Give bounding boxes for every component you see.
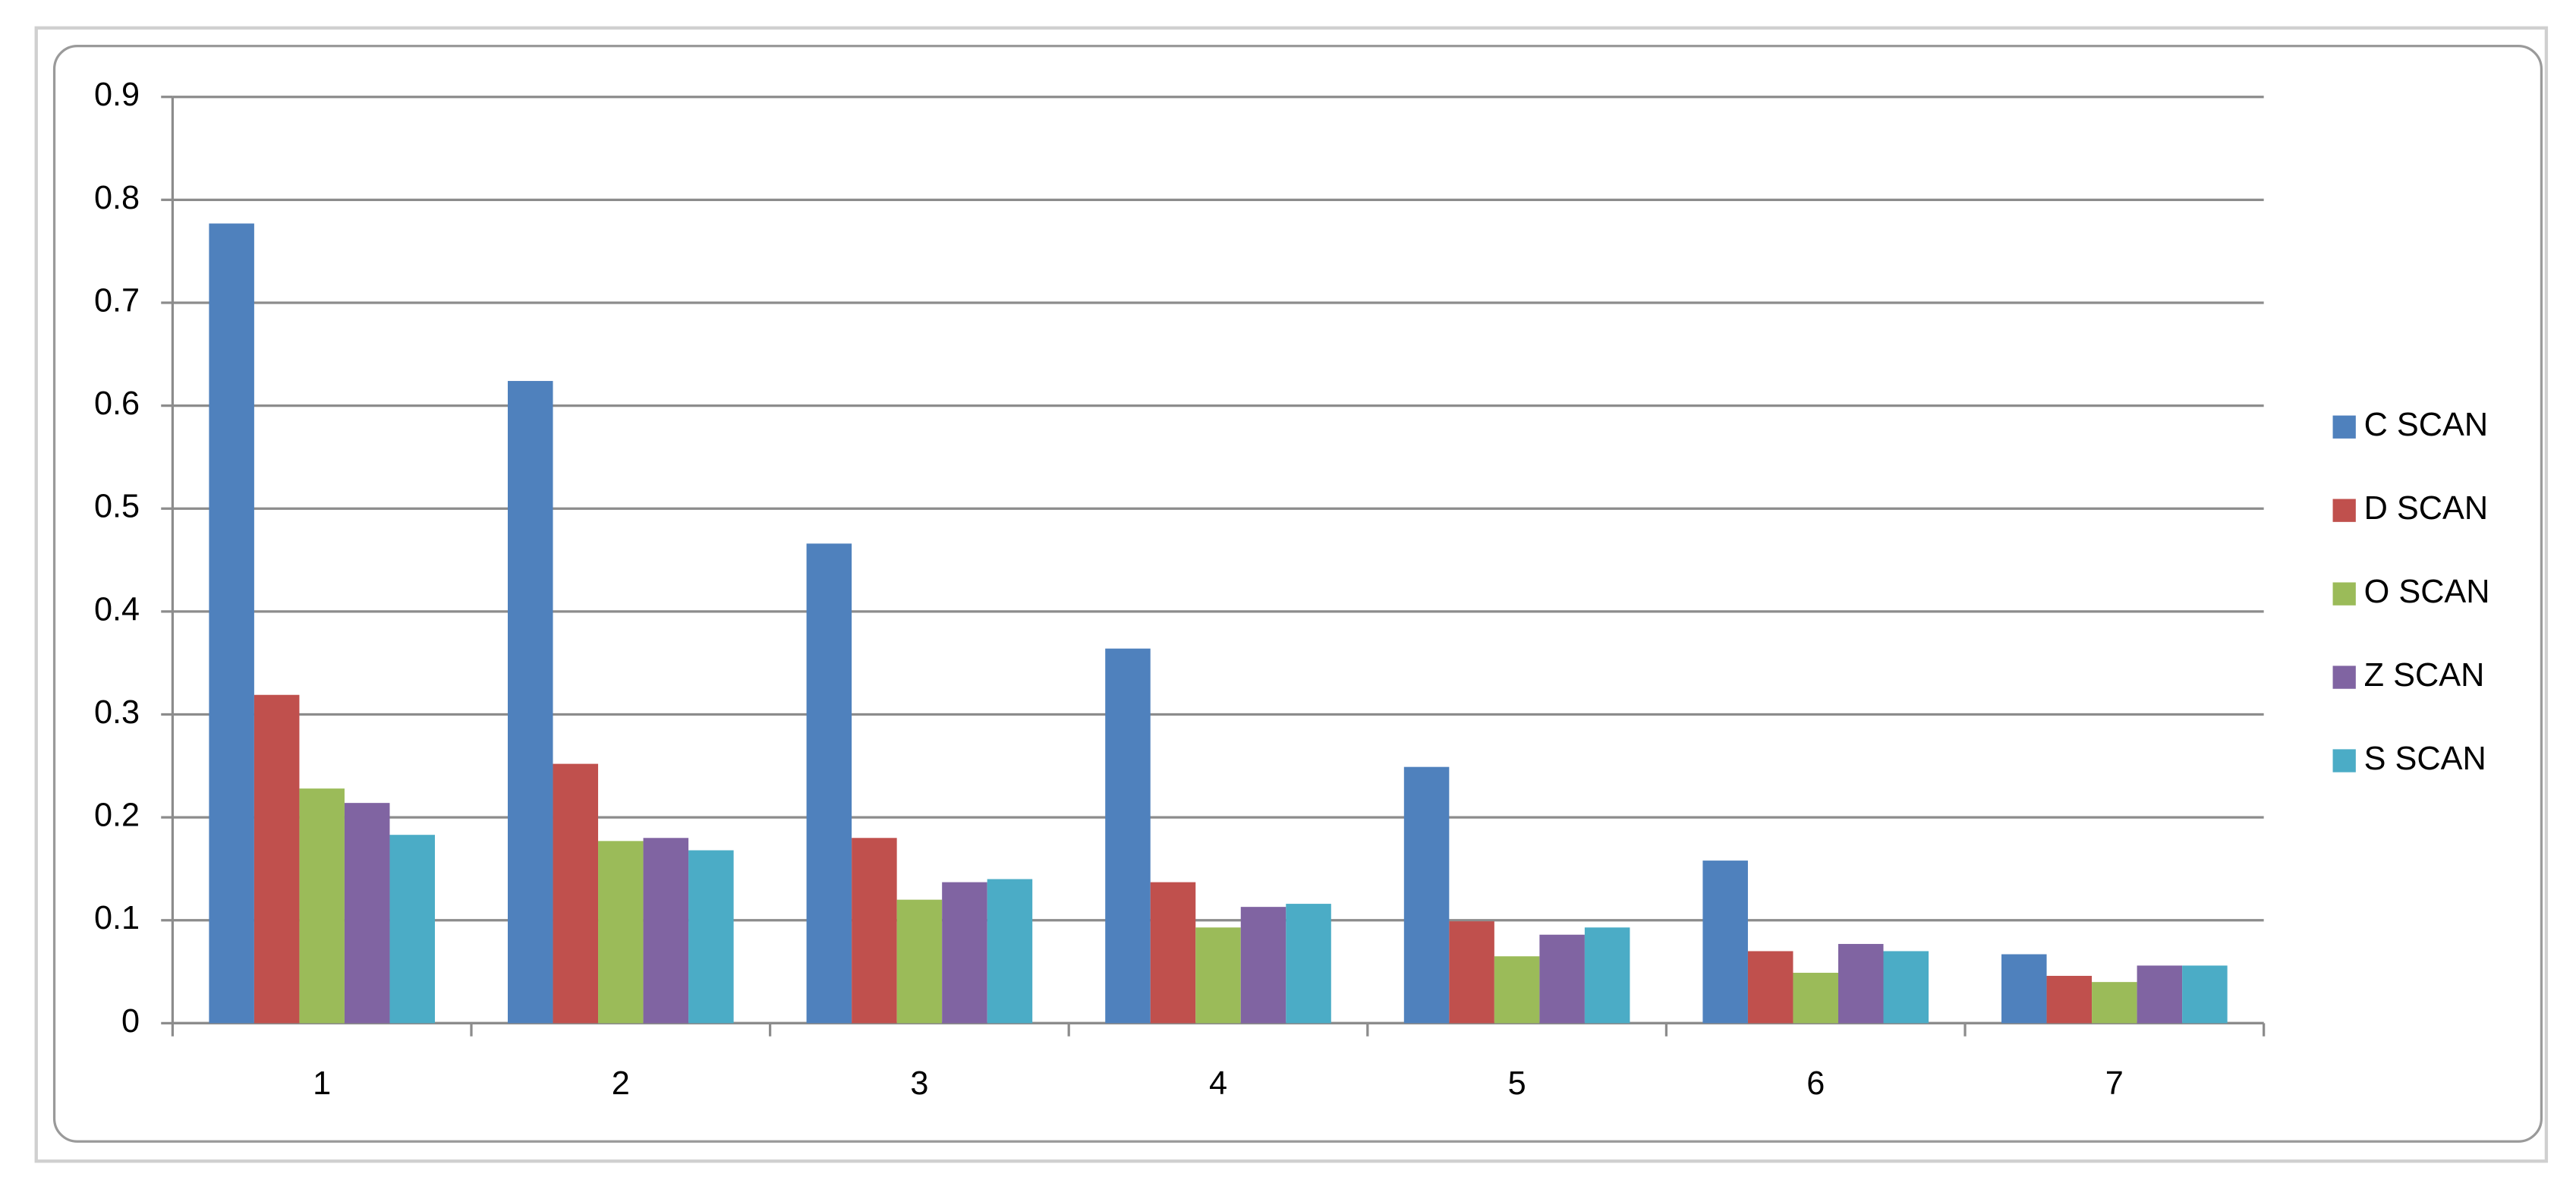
y-tick-label: 0.7 bbox=[94, 282, 140, 319]
y-tick-label: 0.4 bbox=[94, 591, 140, 628]
bar bbox=[2001, 954, 2047, 1024]
y-tick-label: 0.5 bbox=[94, 489, 140, 525]
y-tick-label: 0.1 bbox=[94, 900, 140, 936]
legend-label: C SCAN bbox=[2364, 407, 2488, 443]
legend-swatch bbox=[2332, 582, 2356, 606]
x-tick-label: 1 bbox=[313, 1065, 331, 1102]
x-tick-label: 6 bbox=[1806, 1065, 1825, 1102]
bar bbox=[2046, 976, 2093, 1024]
legend-label: Z SCAN bbox=[2364, 657, 2485, 694]
bar bbox=[1195, 927, 1241, 1024]
bar bbox=[2137, 965, 2183, 1024]
bar bbox=[1793, 972, 1838, 1024]
bar bbox=[852, 838, 897, 1024]
bar bbox=[1702, 861, 1748, 1024]
bar bbox=[598, 841, 644, 1024]
bar bbox=[688, 850, 734, 1024]
bar bbox=[1240, 907, 1286, 1024]
bar bbox=[1539, 934, 1585, 1024]
x-tick-label: 2 bbox=[612, 1065, 630, 1102]
bar bbox=[942, 882, 987, 1024]
bar bbox=[1449, 921, 1494, 1024]
bar bbox=[344, 803, 390, 1024]
bar bbox=[254, 694, 300, 1024]
bar bbox=[806, 543, 852, 1024]
plot-area: 0 0.1 0.2 0.3 0.4 0.5 0.6 0.7 0.8 0.9 1 2 3 4 5 6 7 C SCA… bbox=[94, 77, 2490, 1102]
bar bbox=[987, 879, 1033, 1024]
bar bbox=[507, 381, 553, 1024]
bar bbox=[389, 835, 435, 1024]
bar bbox=[643, 838, 689, 1024]
bar bbox=[1403, 766, 1450, 1024]
x-tick-label: 4 bbox=[1209, 1065, 1227, 1102]
legend-swatch bbox=[2332, 749, 2356, 772]
legend-swatch bbox=[2332, 415, 2356, 439]
bar bbox=[1286, 904, 1331, 1024]
bar bbox=[1883, 951, 1929, 1024]
x-tick-label: 3 bbox=[910, 1065, 928, 1102]
y-tick-label: 0.8 bbox=[94, 180, 140, 216]
bar bbox=[1747, 951, 1793, 1024]
y-tick-label: 0.2 bbox=[94, 798, 140, 834]
x-tick-label: 5 bbox=[1508, 1065, 1526, 1102]
bar bbox=[1584, 927, 1630, 1024]
legend-label: D SCAN bbox=[2364, 490, 2488, 527]
bar bbox=[1838, 943, 1884, 1024]
y-tick-label: 0.9 bbox=[94, 77, 140, 113]
bar bbox=[896, 899, 943, 1024]
bar bbox=[2092, 982, 2137, 1024]
bar bbox=[1150, 882, 1196, 1024]
legend-swatch bbox=[2332, 665, 2356, 689]
bar bbox=[209, 223, 254, 1024]
legend-label: S SCAN bbox=[2364, 741, 2486, 777]
bar bbox=[553, 763, 599, 1024]
legend-label: O SCAN bbox=[2364, 574, 2490, 610]
x-tick-label: 7 bbox=[2105, 1065, 2124, 1102]
y-tick-label: 0 bbox=[121, 1003, 140, 1040]
bar bbox=[1494, 956, 1540, 1024]
bar bbox=[299, 788, 345, 1024]
y-tick-label: 0.6 bbox=[94, 385, 140, 422]
legend-swatch bbox=[2332, 499, 2356, 522]
y-tick-label: 0.3 bbox=[94, 694, 140, 731]
bar bbox=[2182, 965, 2228, 1024]
sheet-frame bbox=[34, 26, 2549, 1163]
bar bbox=[1105, 648, 1151, 1024]
